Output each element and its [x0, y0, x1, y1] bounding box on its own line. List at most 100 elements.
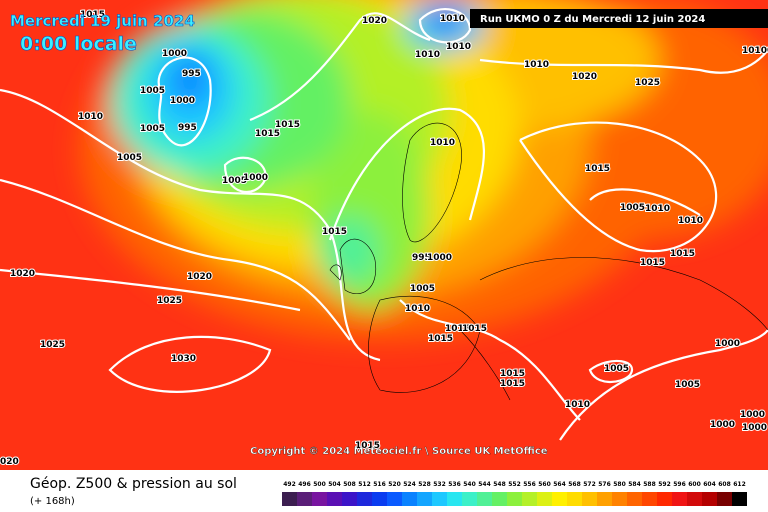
isobar-label: 1020	[187, 272, 212, 282]
isobar-label: 1025	[635, 78, 660, 88]
isobar-label: 1010	[446, 42, 471, 52]
legend-swatch	[357, 492, 372, 506]
legend-swatch	[642, 492, 657, 506]
legend-swatch	[582, 492, 597, 506]
isobar-label: 1020	[362, 16, 387, 26]
legend-label: 512	[358, 481, 371, 488]
isobar-label: 1020	[10, 269, 35, 279]
legend-swatch	[402, 492, 417, 506]
legend-swatch	[612, 492, 627, 506]
isobar-label: 1010	[678, 216, 703, 226]
legend-label: 508	[343, 481, 356, 488]
isobar-label: 1025	[157, 296, 182, 306]
isobar-label: 1015	[275, 120, 300, 130]
credit: Copyright © 2024 Meteociel.fr \ Source U…	[250, 446, 548, 457]
legend-swatch	[327, 492, 342, 506]
legend-swatch	[687, 492, 702, 506]
run-label: Run UKMO 0 Z du Mercredi 12 juin 2024	[480, 14, 705, 25]
coastlines	[329, 123, 768, 401]
field-background	[0, 0, 768, 470]
legend-label: 520	[388, 481, 401, 488]
isobar-label: 1000	[740, 410, 765, 420]
isobar-label: 1010	[524, 60, 549, 70]
isobar-label: 1010	[645, 204, 670, 214]
isobar-label: 1030	[171, 354, 196, 364]
isobar-label: 1010	[78, 112, 103, 122]
color-legend: 492 496 500 504 508 512 516 520 524 528 532 536 540 5…	[282, 481, 747, 506]
isobar-label: 1005	[604, 364, 629, 374]
legend-label: 492	[283, 481, 296, 488]
isobar-label: 995	[182, 69, 201, 79]
legend-swatch	[342, 492, 357, 506]
legend-label: 576	[598, 481, 611, 488]
legend-swatch	[552, 492, 567, 506]
isobar-label: 1010	[430, 138, 455, 148]
legend-label: 504	[328, 481, 341, 488]
isobar-label: 1005	[117, 153, 142, 163]
legend-label: 560	[538, 481, 551, 488]
isobar-label: 1015	[500, 369, 525, 379]
legend-swatch	[597, 492, 612, 506]
isobar-label: 1025	[40, 340, 65, 350]
legend-swatch	[282, 492, 297, 506]
legend-swatch	[372, 492, 387, 506]
legend-label: 524	[403, 481, 416, 488]
legend-label: 544	[478, 481, 491, 488]
isobar-label: 1015	[500, 379, 525, 389]
isobar-label: 1000	[710, 420, 735, 430]
isobar-label: 1000	[243, 173, 268, 183]
legend-label: 572	[583, 481, 596, 488]
isobar-label: 1010	[565, 400, 590, 410]
legend-swatch	[312, 492, 327, 506]
legend-swatch	[537, 492, 552, 506]
legend-swatch	[567, 492, 582, 506]
isobar-label: 1015	[355, 441, 380, 451]
legend-label: 612	[733, 481, 746, 488]
legend-label: 600	[688, 481, 701, 488]
isobar-label: 1015	[428, 334, 453, 344]
isobar-label: 1015	[670, 249, 695, 259]
legend-label: 580	[613, 481, 626, 488]
legend-label: 584	[628, 481, 641, 488]
legend-swatch	[702, 492, 717, 506]
legend-label: 604	[703, 481, 716, 488]
legend-label: 588	[643, 481, 656, 488]
forecast-date: Mercredi 19 juin 2024	[10, 12, 195, 30]
isobar-label: 1015	[640, 258, 665, 268]
isobar-label: 1015	[255, 129, 280, 139]
isobar-label: 995	[178, 123, 197, 133]
legend-swatch	[522, 492, 537, 506]
isobar-label: 1015	[445, 324, 470, 334]
legend-label: 568	[568, 481, 581, 488]
legend-label: 548	[493, 481, 506, 488]
isobar-label: 1015	[585, 164, 610, 174]
legend-swatch	[732, 492, 747, 506]
isobar-label: 1005	[140, 86, 165, 96]
isobar-label: 1010	[415, 50, 440, 60]
legend-label: 516	[373, 481, 386, 488]
isobar-labels: 1015100099510051000995101010051005101510…	[0, 9, 768, 468]
legend-swatch	[717, 492, 732, 506]
isobar-label: 1000	[715, 339, 740, 349]
isobar-label: 1015	[462, 324, 487, 334]
legend-swatch	[507, 492, 522, 506]
legend-swatch	[657, 492, 672, 506]
isobar-label: 1000	[742, 423, 767, 433]
isobar-label: 1000	[162, 49, 187, 59]
isobar-label: 1000	[170, 96, 195, 106]
isobar-label: 1000	[427, 253, 452, 263]
legend-label: 540	[463, 481, 476, 488]
isobar-label: 1015	[322, 227, 347, 237]
legend-swatch	[387, 492, 402, 506]
legend-swatch	[417, 492, 432, 506]
legend-swatch	[297, 492, 312, 506]
legend-label: 528	[418, 481, 431, 488]
footer-title: Géop. Z500 & pression au sol	[30, 476, 237, 492]
legend-swatch	[477, 492, 492, 506]
legend-swatch	[432, 492, 447, 506]
legend-label: 532	[433, 481, 446, 488]
legend-label: 592	[658, 481, 671, 488]
isobar-label: 1010	[405, 304, 430, 314]
